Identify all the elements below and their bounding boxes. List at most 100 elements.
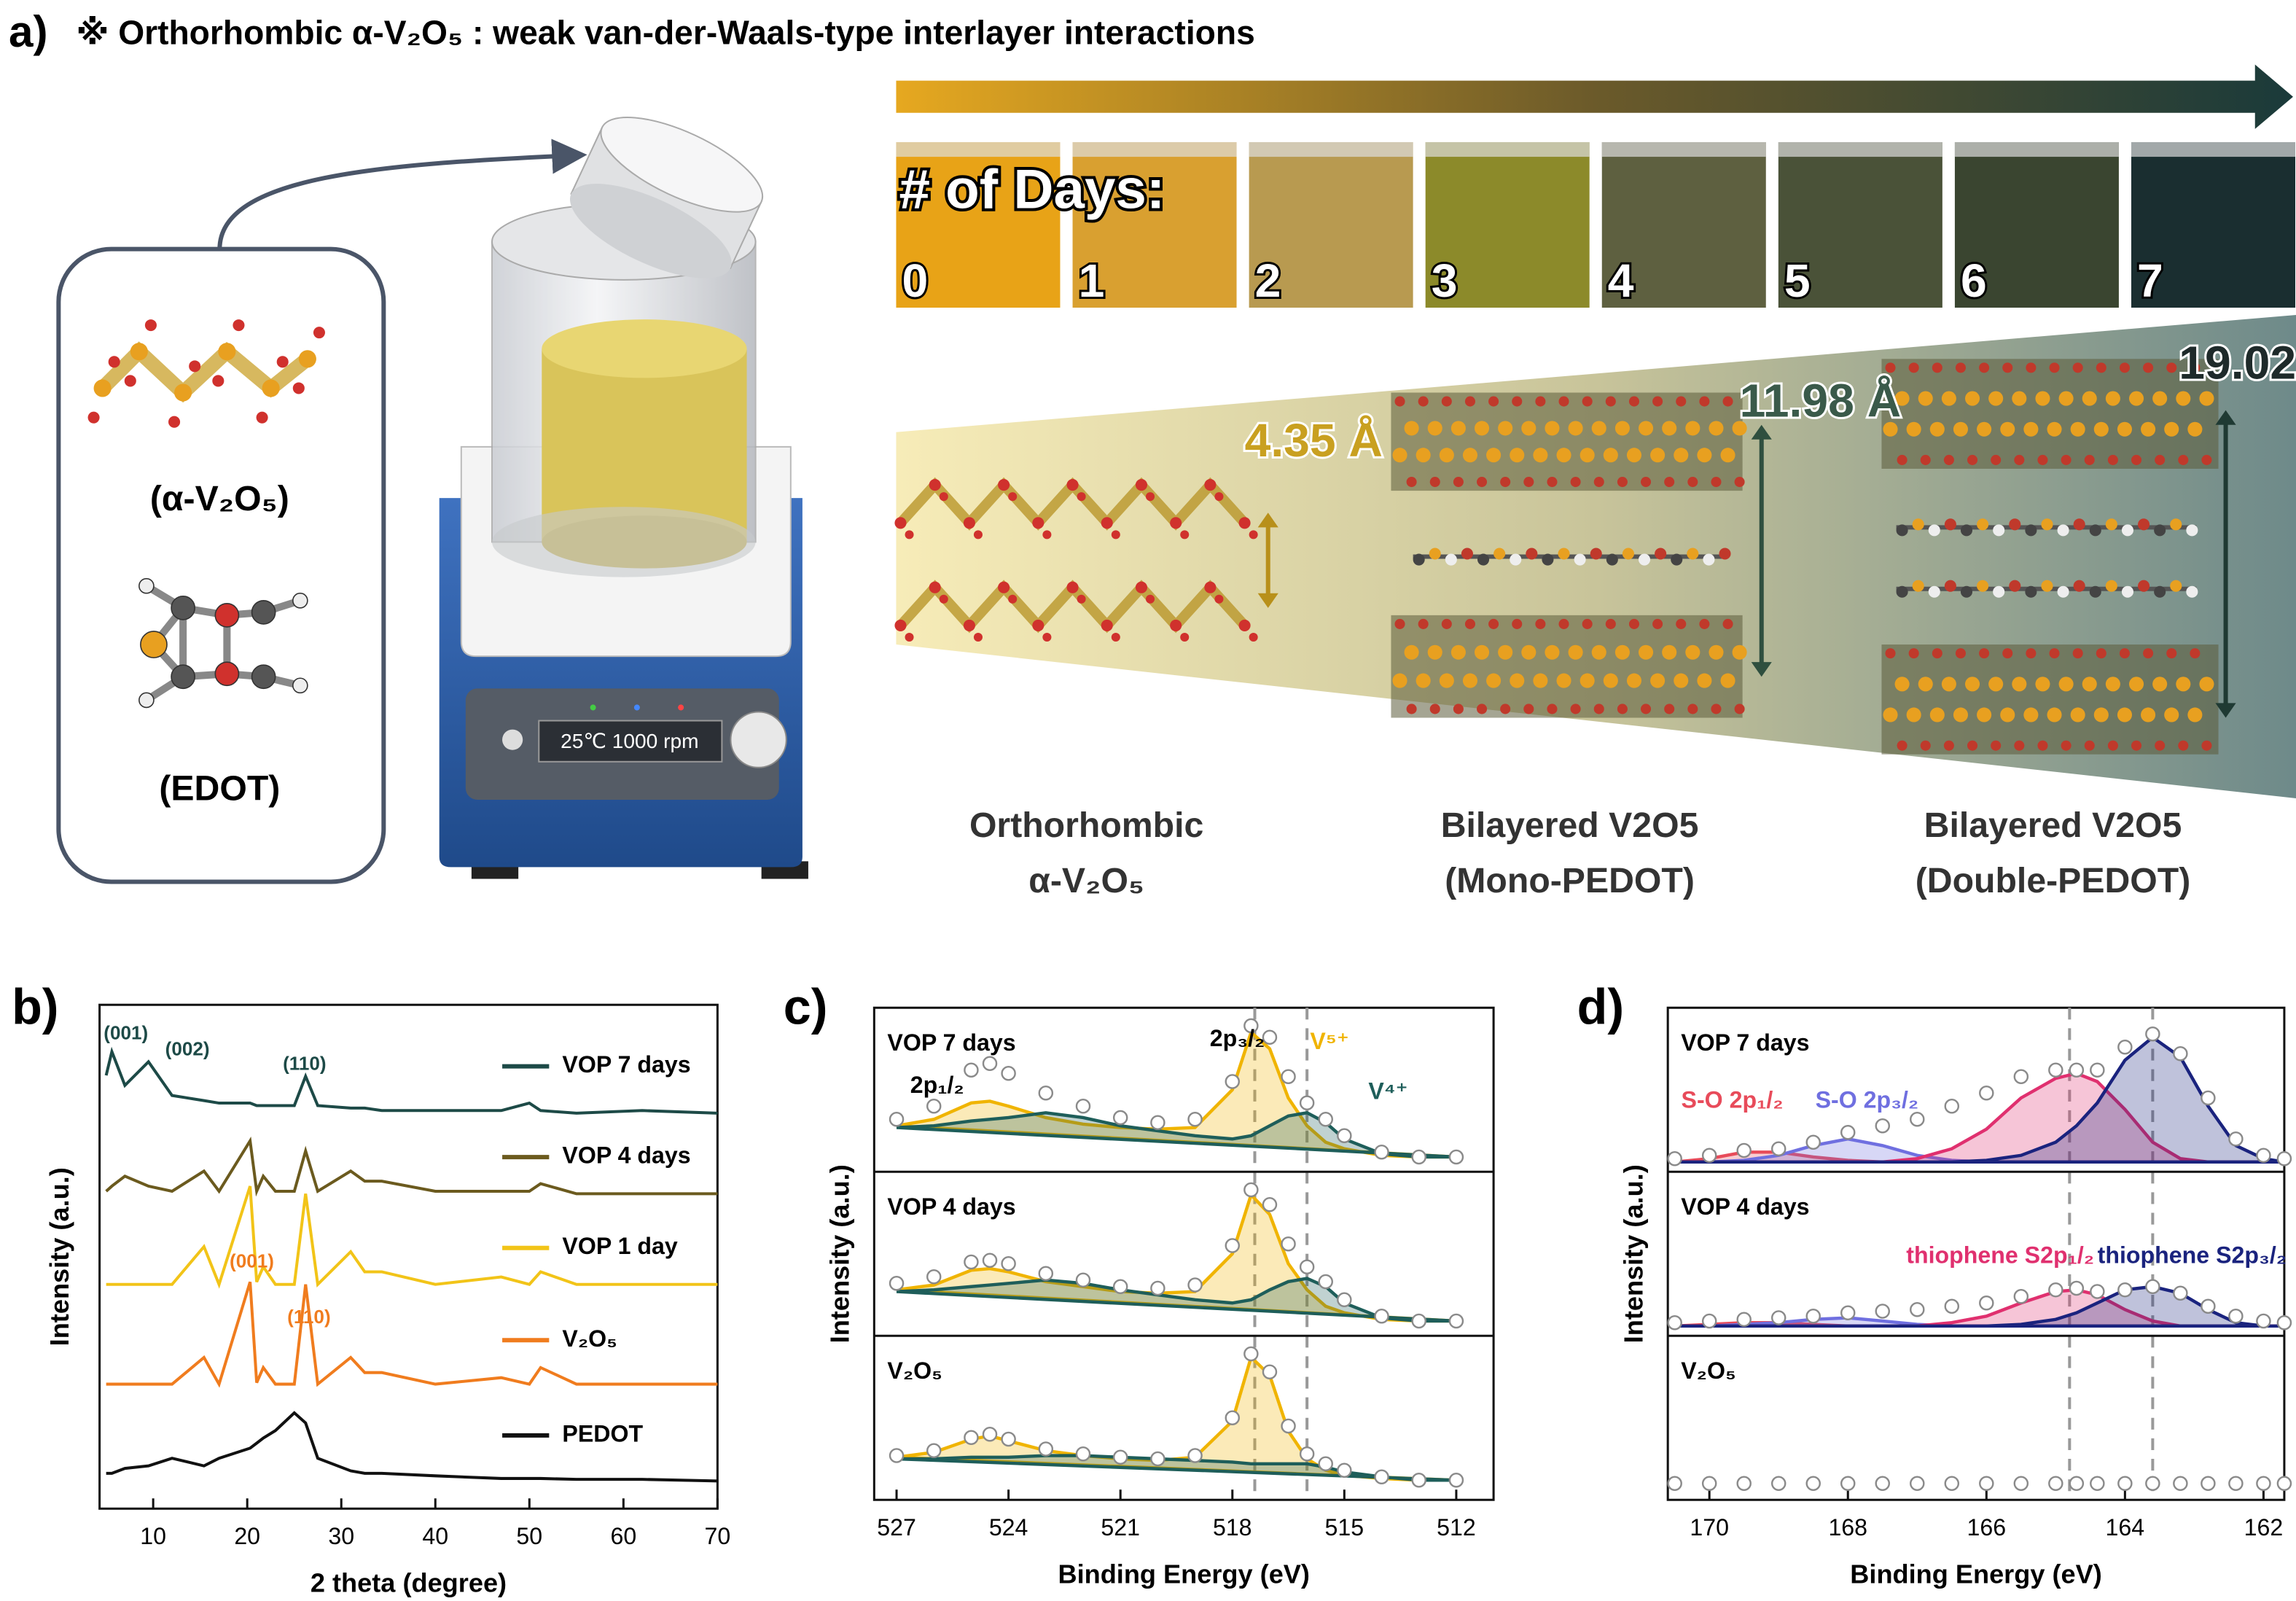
component-label: thiophene S2p₁/₂ bbox=[1906, 1242, 2094, 1268]
data-point bbox=[1944, 1298, 1960, 1314]
x-tick-label: 170 bbox=[1690, 1514, 1729, 1540]
atom bbox=[1545, 421, 1560, 436]
atom bbox=[1453, 477, 1464, 488]
atom bbox=[2061, 740, 2072, 751]
data-point bbox=[2048, 1476, 2063, 1492]
atom bbox=[1932, 648, 1942, 659]
atom bbox=[1674, 448, 1689, 463]
atom bbox=[1928, 524, 1940, 537]
atom bbox=[2105, 677, 2120, 692]
y-axis-title: Intensity (a.u.) bbox=[1619, 1164, 1649, 1343]
atom bbox=[1953, 421, 1968, 437]
atom bbox=[189, 360, 201, 373]
atom bbox=[1652, 618, 1663, 629]
atom bbox=[1180, 632, 1190, 642]
atom bbox=[256, 411, 268, 424]
atom bbox=[1885, 648, 1896, 659]
atom bbox=[1510, 673, 1525, 688]
atom bbox=[2041, 580, 2053, 592]
atom bbox=[2026, 648, 2037, 659]
x-tick-label: 50 bbox=[516, 1523, 542, 1549]
series-line bbox=[106, 1185, 718, 1289]
atom bbox=[1977, 707, 1992, 722]
data-point bbox=[1411, 1313, 1426, 1329]
atom bbox=[1429, 477, 1440, 488]
data-point bbox=[1979, 1476, 1994, 1492]
data-point bbox=[1299, 1095, 1315, 1111]
atom bbox=[1977, 518, 1989, 531]
atom bbox=[2154, 585, 2166, 598]
atom bbox=[292, 677, 308, 694]
x-axis-title: Binding Energy (eV) bbox=[1058, 1559, 1310, 1589]
atom bbox=[1977, 580, 1989, 592]
atom bbox=[1574, 553, 1586, 566]
atom bbox=[1249, 530, 1258, 539]
data-point bbox=[926, 1099, 942, 1114]
atom bbox=[1461, 548, 1473, 560]
atom bbox=[2186, 524, 2198, 537]
atom bbox=[251, 664, 276, 690]
data-point bbox=[1374, 1145, 1389, 1160]
atom bbox=[905, 632, 914, 642]
plot-frame bbox=[1666, 1006, 2286, 1501]
atom bbox=[1944, 518, 1956, 531]
peak-label: 2p₃/₂ bbox=[1210, 1025, 1265, 1051]
atom bbox=[1626, 673, 1642, 688]
data-point bbox=[889, 1112, 905, 1127]
panel-label: b) bbox=[12, 979, 58, 1035]
data-point bbox=[1840, 1125, 1856, 1140]
fit-component bbox=[896, 1277, 1456, 1323]
atom bbox=[2170, 518, 2182, 531]
atom bbox=[1628, 396, 1639, 407]
data-point bbox=[1448, 1149, 1464, 1165]
spectrum-label: VOP 4 days bbox=[887, 1193, 1015, 1220]
atom bbox=[1392, 673, 1407, 688]
atom bbox=[1603, 673, 1618, 688]
data-point bbox=[1875, 1476, 1891, 1492]
atom bbox=[1908, 648, 1919, 659]
data-point bbox=[2013, 1069, 2029, 1085]
vial-rim bbox=[1601, 141, 1766, 157]
atom bbox=[1474, 421, 1490, 436]
component-label: thiophene S2p₃/₂ bbox=[2098, 1242, 2287, 1268]
x-tick-label: 162 bbox=[2244, 1514, 2284, 1540]
data-point bbox=[1318, 1274, 1333, 1290]
data-point bbox=[1701, 1313, 1717, 1329]
data-point bbox=[1262, 1197, 1278, 1212]
vial-photo bbox=[2131, 141, 2295, 308]
atom bbox=[1928, 585, 1940, 598]
data-point bbox=[2201, 1476, 2216, 1492]
atom bbox=[2002, 362, 2013, 373]
data-point bbox=[2117, 1040, 2133, 1055]
data-point bbox=[1840, 1476, 1856, 1492]
atom bbox=[2170, 580, 2182, 592]
data-point bbox=[1001, 1431, 1016, 1447]
data-point bbox=[1736, 1476, 1752, 1492]
atom bbox=[1626, 448, 1642, 463]
atom bbox=[939, 492, 948, 502]
atom bbox=[214, 602, 240, 628]
days-label: # of Days: bbox=[899, 158, 1165, 220]
atom bbox=[2199, 677, 2214, 692]
atom bbox=[1993, 585, 2005, 598]
atom bbox=[1687, 704, 1698, 714]
atom bbox=[168, 416, 181, 428]
data-point bbox=[889, 1448, 905, 1463]
atom bbox=[2000, 707, 2015, 722]
atom bbox=[1418, 618, 1429, 629]
x-axis-title: 2 theta (degree) bbox=[311, 1567, 507, 1597]
slab bbox=[1391, 392, 1743, 491]
structure-caption: (Double-PEDOT) bbox=[1916, 861, 2191, 900]
atom bbox=[1441, 618, 1452, 629]
atom bbox=[1641, 477, 1652, 488]
atom bbox=[1170, 619, 1182, 631]
x-tick-label: 166 bbox=[1967, 1514, 2006, 1540]
atom bbox=[1477, 553, 1490, 566]
atom bbox=[1883, 421, 1898, 437]
data-point bbox=[2228, 1309, 2244, 1324]
atom bbox=[2121, 524, 2134, 537]
atom bbox=[2154, 524, 2166, 537]
atom bbox=[1979, 362, 1990, 373]
x-tick-label: 168 bbox=[1828, 1514, 1867, 1540]
atom bbox=[87, 411, 100, 424]
